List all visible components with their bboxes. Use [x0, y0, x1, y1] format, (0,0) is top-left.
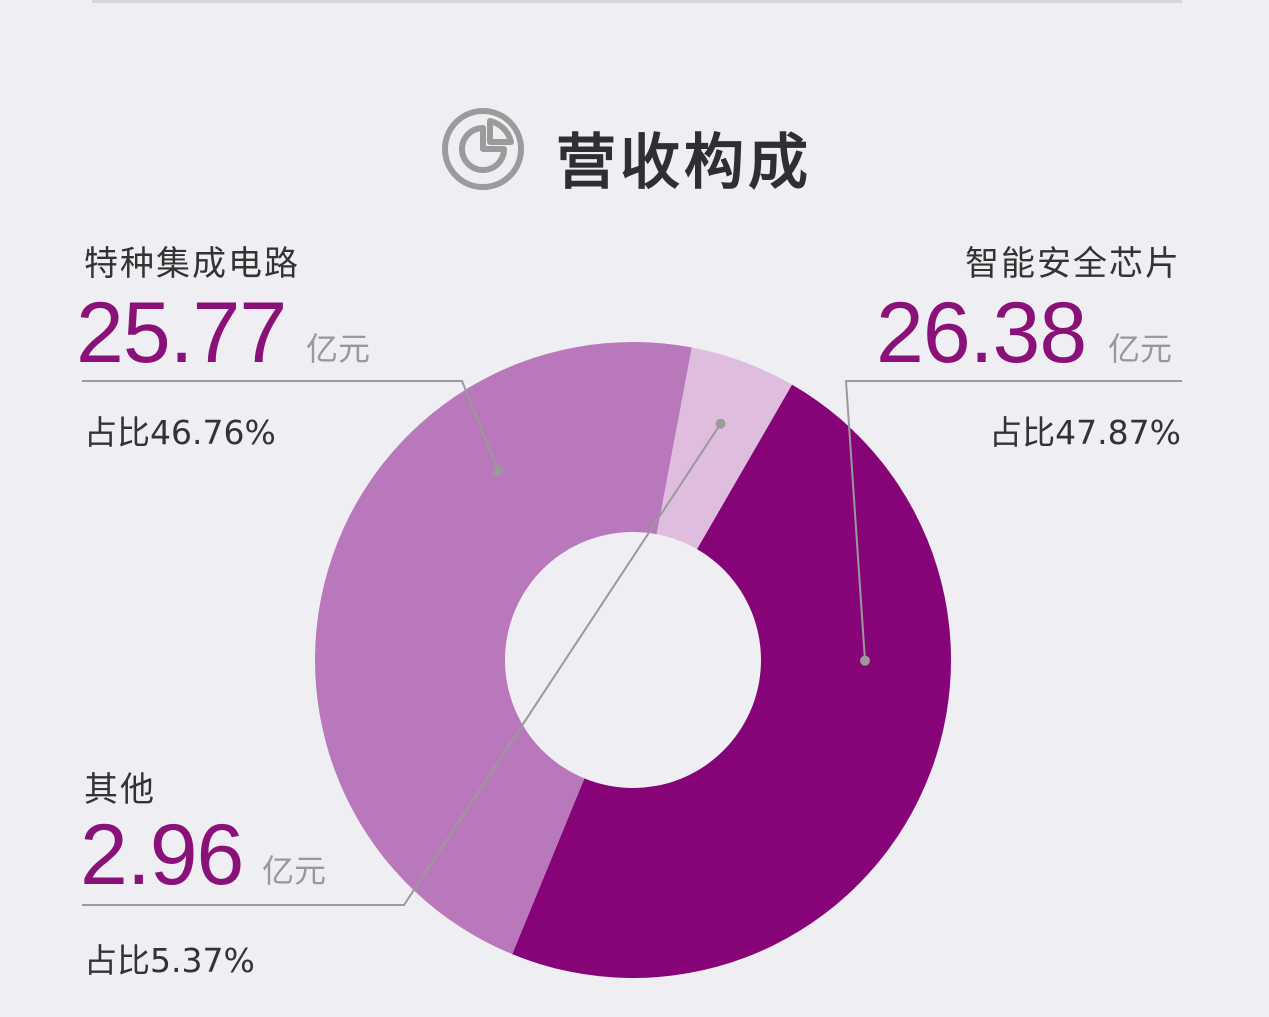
segment-3-name: 其他 [84, 770, 156, 810]
segment-3-share: 占比5.37% [84, 941, 255, 980]
chart-header: 营收构成 [440, 104, 840, 198]
leader-line-3 [82, 423, 722, 906]
leader-dot-2 [493, 466, 504, 477]
leader-dot-3 [715, 418, 726, 429]
segment-2-value: 25.77 [76, 285, 287, 381]
segment-1-value: 26.38 [876, 285, 1087, 381]
segment-1-unit: 亿元 [1108, 330, 1173, 368]
segment-1-share: 占比47.87% [989, 413, 1181, 452]
leader-line-2 [82, 380, 500, 472]
leader-line-1 [844, 380, 1182, 661]
segment-2-unit: 亿元 [306, 330, 371, 368]
donut-slice-2 [315, 342, 692, 955]
pie-chart-icon [442, 108, 524, 190]
segment-2-share: 占比46.76% [84, 413, 276, 452]
leader-dot-1 [859, 655, 870, 666]
donut-slice-3 [656, 347, 792, 550]
segment-1-name: 智能安全芯片 [965, 244, 1181, 284]
segment-2-name: 特种集成电路 [84, 244, 300, 284]
segment-3-value: 2.96 [80, 807, 244, 903]
segment-3-unit: 亿元 [262, 852, 327, 890]
top-divider [92, 0, 1182, 3]
chart-title: 营收构成 [556, 128, 812, 198]
donut-slice-1 [512, 384, 951, 979]
